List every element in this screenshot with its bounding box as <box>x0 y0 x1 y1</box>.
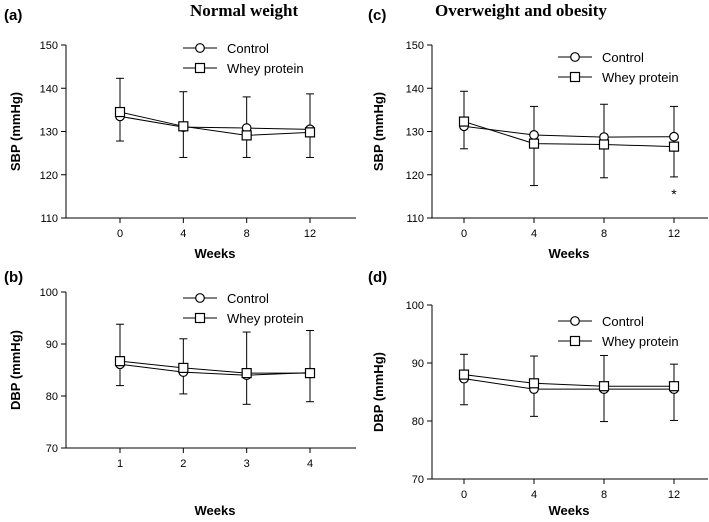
panel-c-legend-whey-label: Whey protein <box>602 70 679 85</box>
panel-a-y-tick-label: 130 <box>40 127 58 139</box>
panel-d-y-tick-label: 80 <box>412 416 424 428</box>
panel-d-whey-point <box>458 369 470 380</box>
panel-c-whey-point <box>528 138 540 149</box>
panel-c-whey-line <box>463 121 675 148</box>
panel-c-y-tick-label: 150 <box>406 40 424 52</box>
panel-d-whey-point <box>668 381 680 392</box>
panel-c-x-axis-title: Weeks <box>549 246 590 261</box>
panel-a-legend-control-marker <box>195 43 205 53</box>
panel-d-legend-control-label: Control <box>602 314 644 329</box>
panel-d-x-tick-label: 12 <box>668 489 680 501</box>
panel-a-y-tick-label: 140 <box>40 83 58 95</box>
panel-d-x-tick-label: 4 <box>531 489 537 501</box>
panel-c-legend-control-label: Control <box>602 50 644 65</box>
panel-a-legend-whey-marker <box>194 62 206 74</box>
panel-d-y-axis-title: DBP (mmHg) <box>371 352 386 432</box>
panel-a-x-axis-title: Weeks <box>195 246 236 261</box>
panel-b-x-tick-label: 4 <box>307 458 313 470</box>
panel-a-x-tick-label: 12 <box>304 228 316 240</box>
panel-d-x-tick-label: 8 <box>601 489 607 501</box>
panel-d-x-tick-label: 0 <box>461 489 467 501</box>
panel-b-x-tick-label: 1 <box>117 458 123 470</box>
panel-a-whey-point <box>114 106 126 118</box>
panel-b-control-line <box>119 363 311 376</box>
panel-b-y-tick-label: 100 <box>40 287 58 299</box>
panel-d-legend-control-marker <box>570 316 580 326</box>
panel-a-whey-line <box>119 111 311 136</box>
panel-d-control-line <box>463 378 674 390</box>
panel-a-whey-point <box>241 130 252 141</box>
panel-a-x-tick-label: 4 <box>180 228 186 240</box>
column-title-normal-weight: Normal weight <box>190 1 298 20</box>
panel-b-legend-control-marker <box>195 293 205 303</box>
panel-c-whey-point <box>668 141 680 152</box>
panel-a-legend-control-label: Control <box>227 41 269 56</box>
panel-d-y-tick-label: 90 <box>412 358 424 370</box>
panel-b-x-tick-label: 3 <box>244 458 250 470</box>
panel-c-x-tick-label: 12 <box>668 228 680 240</box>
panel-b-legend-whey-marker <box>194 312 206 324</box>
panel-b-y-axis-title: DBP (mmHg) <box>8 330 23 410</box>
panel-c-y-axis-title: SBP (mmHg) <box>371 92 386 171</box>
panel-c-control-line <box>463 125 675 138</box>
panel-d-y-tick-label: 70 <box>412 474 424 486</box>
panel-c-whey-point <box>458 116 470 127</box>
panel-c-x-tick-label: 0 <box>461 228 467 240</box>
panel-b-whey-line <box>119 360 310 374</box>
panel-a-y-tick-label: 150 <box>40 40 58 52</box>
panel-b-y-tick-label: 90 <box>46 339 58 351</box>
panel-b-y-tick-label: 70 <box>46 443 58 455</box>
panel-c-whey-point <box>598 139 610 150</box>
panel-d-legend-whey-marker <box>569 335 581 347</box>
panel-c-x-tick-label: 4 <box>531 228 537 240</box>
column-title-overweight-obesity: Overweight and obesity <box>435 1 607 20</box>
panel-c-significance-annotation: * <box>671 186 677 202</box>
panel-b-y-tick-label: 80 <box>46 391 58 403</box>
panel-b-whey-point <box>114 356 126 367</box>
panel-a-control-line <box>119 115 311 130</box>
panel-b-whey-point <box>178 362 189 374</box>
panel-d-label: (d) <box>368 269 387 286</box>
panel-d-whey-line <box>463 374 674 387</box>
panel-a-whey-point <box>178 121 189 132</box>
panel-a-x-tick-label: 0 <box>117 228 123 240</box>
panel-d-whey-point <box>528 378 540 389</box>
panel-b-legend-control-label: Control <box>227 291 269 306</box>
panel-a-y-tick-label: 110 <box>40 213 58 225</box>
panel-c-control-point <box>529 130 539 140</box>
panel-c-y-tick-label: 140 <box>406 83 424 95</box>
panel-a-y-tick-label: 120 <box>40 170 58 182</box>
panel-a-legend-whey-label: Whey protein <box>227 61 304 76</box>
panel-c-legend-whey-marker <box>569 71 581 83</box>
panel-b-x-tick-label: 2 <box>180 458 186 470</box>
panel-d-legend-whey-label: Whey protein <box>602 334 679 349</box>
panel-b-x-axis-title: Weeks <box>195 503 236 518</box>
panel-c-x-tick-label: 8 <box>601 228 607 240</box>
panel-d-x-axis-title: Weeks <box>549 503 590 518</box>
panel-b-legend-whey-label: Whey protein <box>227 311 304 326</box>
panel-b-whey-point <box>241 368 252 379</box>
panel-a-label: (a) <box>4 7 22 24</box>
panel-a-whey-point <box>304 127 316 138</box>
panel-b-label: (b) <box>4 269 23 286</box>
panel-c-label: (c) <box>368 7 386 24</box>
panel-c-legend-control-marker <box>570 52 580 62</box>
panel-d-y-tick-label: 100 <box>406 300 424 312</box>
panel-c-y-tick-label: 120 <box>406 170 424 182</box>
panel-c-control-point <box>669 131 679 142</box>
panel-c-y-tick-label: 130 <box>406 127 424 139</box>
panel-a-x-tick-label: 8 <box>244 228 250 240</box>
panel-c-y-tick-label: 110 <box>406 213 424 225</box>
panel-b-whey-point <box>304 368 316 379</box>
panel-d-whey-point <box>598 381 610 392</box>
panel-a-y-axis-title: SBP (mmHg) <box>8 92 23 171</box>
